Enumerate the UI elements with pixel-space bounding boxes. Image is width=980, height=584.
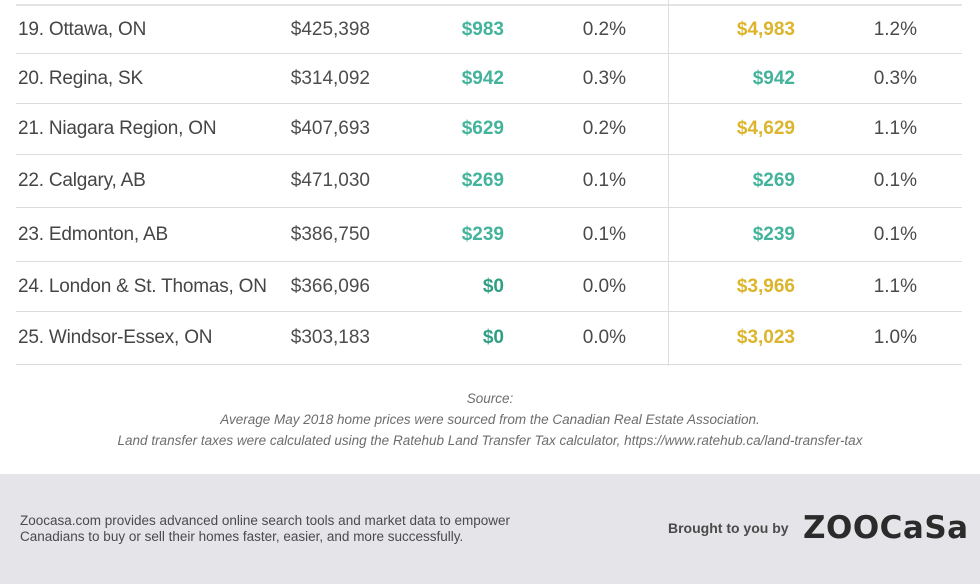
table-row: 23. Edmonton, AB $386,750 $239 0.1% $239… [16, 208, 962, 262]
land-transfer-tax-table: 19. Ottawa, ON $425,398 $983 0.2% $4,983… [16, 0, 962, 366]
first-time-tax-percent-cell: 1.0% [873, 327, 917, 348]
tax-percent-cell: 0.2% [582, 18, 626, 40]
table-row: 24. London & St. Thomas, ON $366,096 $0 … [16, 262, 962, 312]
table-top-rule [16, 4, 962, 6]
footer-description: Zoocasa.com provides advanced online sea… [20, 513, 640, 545]
tax-percent-cell: 0.0% [582, 327, 626, 348]
first-time-tax-amount-cell: $3,023 [736, 327, 795, 348]
tax-percent-cell: 0.2% [582, 118, 626, 139]
table-row: 25. Windsor-Essex, ON $303,183 $0 0.0% $… [16, 312, 962, 365]
home-price-cell: $366,096 [290, 275, 370, 297]
first-time-tax-amount-cell: $4,629 [736, 118, 795, 139]
first-time-tax-percent-cell: 0.3% [873, 67, 917, 89]
brought-to-you-by-label: Brought to you by [668, 520, 789, 536]
tax-percent-cell: 0.3% [582, 67, 626, 89]
table-row: 22. Calgary, AB $471,030 $269 0.1% $269 … [16, 155, 962, 208]
tax-amount-cell: $629 [461, 118, 504, 139]
home-price-cell: $386,750 [290, 223, 370, 245]
home-price-cell: $407,693 [290, 118, 370, 139]
first-time-tax-amount-cell: $239 [752, 223, 795, 245]
source-note: Source: Average May 2018 home prices wer… [0, 388, 980, 451]
city-cell: 20. Regina, SK [18, 67, 144, 89]
city-cell: 24. London & St. Thomas, ON [18, 275, 267, 297]
city-cell: 21. Niagara Region, ON [18, 118, 217, 139]
table-row: 20. Regina, SK $314,092 $942 0.3% $942 0… [16, 54, 962, 104]
tax-amount-cell: $239 [461, 223, 504, 245]
tax-amount-cell: $0 [482, 327, 504, 348]
zoocasa-logo: ZOOCaSa [803, 510, 969, 546]
source-heading: Source: [466, 391, 514, 406]
table-row: 21. Niagara Region, ON $407,693 $629 0.2… [16, 104, 962, 155]
home-price-cell: $471,030 [290, 170, 370, 191]
footer: Zoocasa.com provides advanced online sea… [0, 474, 980, 584]
city-cell: 22. Calgary, AB [18, 170, 146, 191]
tax-percent-cell: 0.1% [582, 170, 626, 191]
home-price-cell: $314,092 [290, 67, 370, 89]
table-row: 19. Ottawa, ON $425,398 $983 0.2% $4,983… [16, 6, 962, 54]
first-time-tax-amount-cell: $3,966 [736, 275, 795, 297]
source-line-home-prices: Average May 2018 home prices were source… [220, 412, 760, 427]
city-cell: 25. Windsor-Essex, ON [18, 327, 213, 348]
tax-percent-cell: 0.0% [582, 275, 626, 297]
city-cell: 19. Ottawa, ON [18, 18, 147, 40]
first-time-tax-percent-cell: 1.2% [873, 18, 917, 40]
first-time-tax-amount-cell: $269 [752, 170, 795, 191]
footer-description-line: Canadians to buy or sell their homes fas… [20, 529, 464, 544]
tax-amount-cell: $983 [461, 18, 504, 40]
home-price-cell: $425,398 [290, 18, 370, 40]
first-time-tax-amount-cell: $4,983 [736, 18, 795, 40]
first-time-tax-percent-cell: 1.1% [873, 275, 917, 297]
column-divider [668, 0, 669, 366]
footer-description-line: Zoocasa.com provides advanced online sea… [20, 513, 511, 528]
tax-amount-cell: $269 [461, 170, 504, 191]
first-time-tax-percent-cell: 1.1% [873, 118, 917, 139]
first-time-tax-percent-cell: 0.1% [873, 223, 917, 245]
home-price-cell: $303,183 [290, 327, 370, 348]
first-time-tax-percent-cell: 0.1% [873, 170, 917, 191]
city-cell: 23. Edmonton, AB [18, 223, 168, 245]
tax-amount-cell: $942 [461, 67, 504, 89]
tax-percent-cell: 0.1% [582, 223, 626, 245]
tax-amount-cell: $0 [482, 275, 504, 297]
source-line-transfer-tax: Land transfer taxes were calculated usin… [117, 433, 863, 448]
first-time-tax-amount-cell: $942 [752, 67, 795, 89]
